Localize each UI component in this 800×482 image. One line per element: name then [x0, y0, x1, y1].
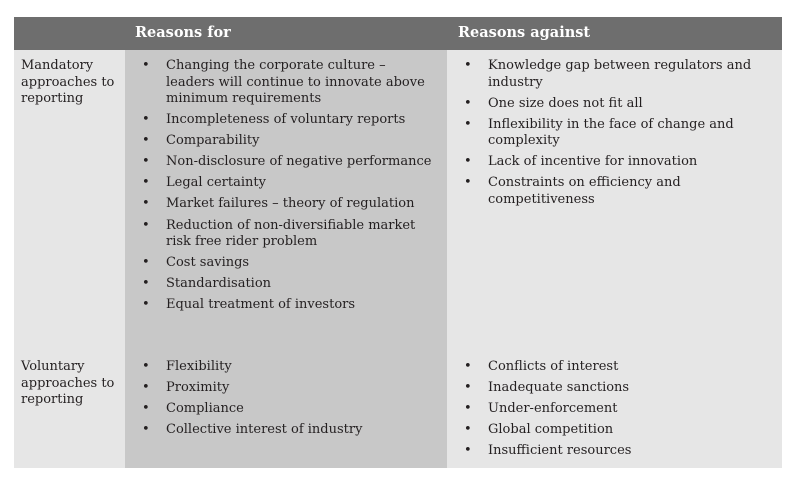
voluntary-reasons-for-list: Flexibility Proximity Compliance Collect…: [138, 359, 438, 443]
list-item: Inflexibility in the face of change and …: [460, 117, 760, 150]
list-item: Cost savings: [138, 255, 438, 272]
list-item: Inadequate sanctions: [460, 380, 760, 397]
list-item: Market failures – theory of regulation: [138, 196, 438, 213]
list-item: Legal certainty: [138, 175, 438, 192]
mandatory-reasons-for-list: Changing the corporate culture – leaders…: [138, 58, 438, 318]
row-label-voluntary: Voluntary approaches to reporting: [21, 359, 115, 407]
row-label-mandatory: Mandatory approaches to reporting: [21, 58, 115, 106]
list-item: Under-enforcement: [460, 401, 760, 418]
list-item: Comparability: [138, 133, 438, 150]
table-header: Reasons for Reasons against: [14, 17, 782, 50]
label-column: [14, 50, 125, 468]
mandatory-reasons-against-list: Knowledge gap between regulators and ind…: [460, 58, 760, 213]
list-item: Standardisation: [138, 276, 438, 293]
voluntary-reasons-against-list: Conflicts of interest Inadequate sanctio…: [460, 359, 760, 464]
list-item: Flexibility: [138, 359, 438, 376]
list-item: Changing the corporate culture – leaders…: [138, 58, 438, 108]
list-item: Non-disclosure of negative performance: [138, 154, 438, 171]
list-item: Insufficient resources: [460, 443, 760, 460]
list-item: Proximity: [138, 380, 438, 397]
header-reasons-for: Reasons for: [135, 24, 231, 41]
list-item: Lack of incentive for innovation: [460, 154, 760, 171]
list-item: Constraints on efficiency and competitiv…: [460, 175, 760, 208]
list-item: Compliance: [138, 401, 438, 418]
list-item: Collective interest of industry: [138, 422, 438, 439]
list-item: Global competition: [460, 422, 760, 439]
list-item: Incompleteness of voluntary reports: [138, 112, 438, 129]
header-reasons-against: Reasons against: [458, 24, 591, 41]
list-item: Knowledge gap between regulators and ind…: [460, 58, 760, 91]
list-item: Conflicts of interest: [460, 359, 760, 376]
list-item: One size does not fit all: [460, 96, 760, 113]
list-item: Reduction of non-diversifiable market ri…: [138, 218, 438, 251]
list-item: Equal treatment of investors: [138, 297, 438, 314]
